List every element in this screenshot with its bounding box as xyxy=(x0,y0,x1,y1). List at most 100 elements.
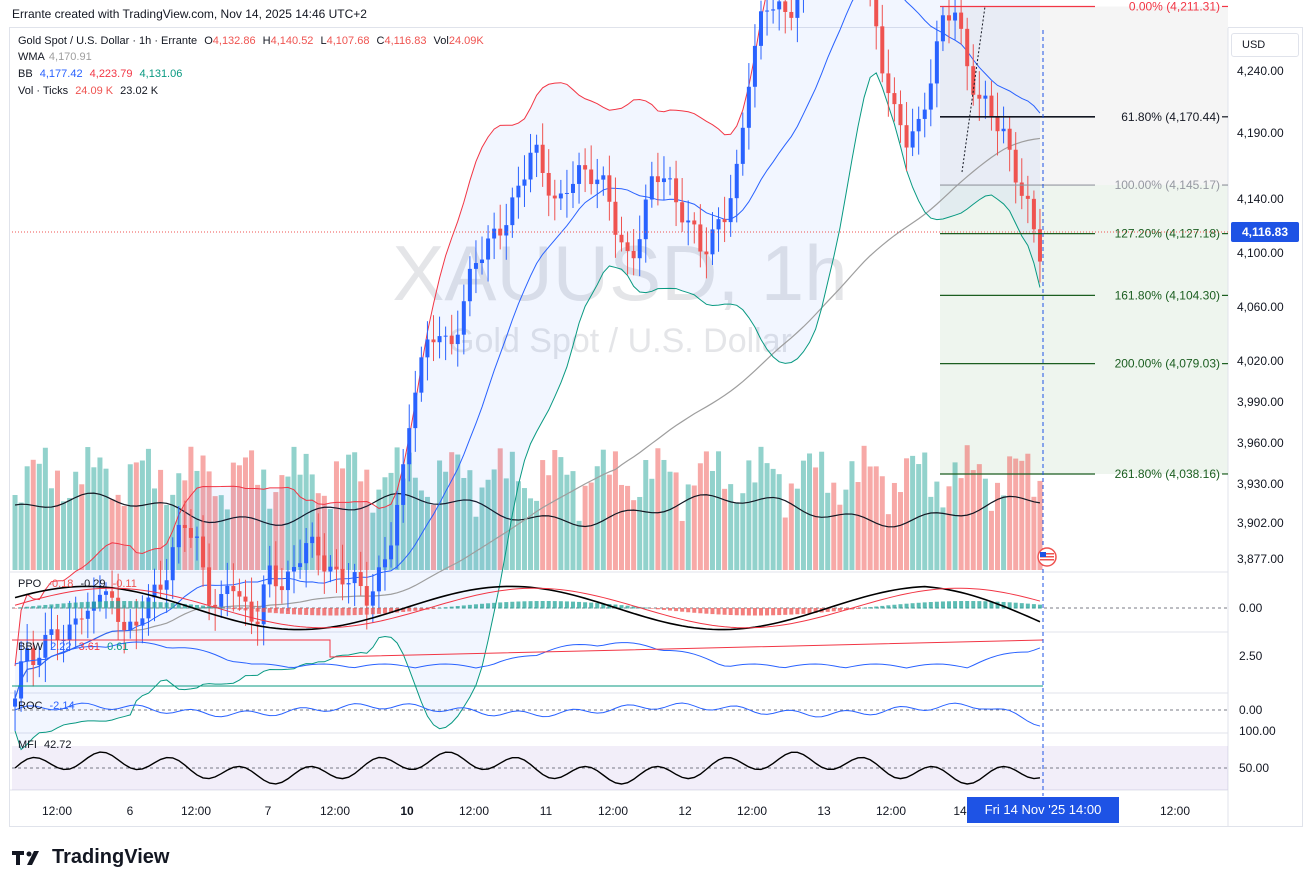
volume-bar xyxy=(73,471,79,570)
volume-bar xyxy=(879,476,885,570)
volume-bar xyxy=(418,490,424,570)
wma-label: WMA xyxy=(18,51,45,63)
candle-body xyxy=(789,11,794,18)
ppo-hist-bar xyxy=(237,608,242,610)
us-flag-icon[interactable] xyxy=(1035,547,1059,567)
roc-line xyxy=(14,702,1041,727)
time-axis[interactable]: 12:00 6 12:00 7 12:00 10 12:00 11 12:00 12 12:00 13… xyxy=(42,804,1190,818)
ppo-hist-bar xyxy=(128,601,133,609)
ppo-hist-bar xyxy=(643,607,648,609)
volume-bar xyxy=(606,474,612,570)
candle-body xyxy=(516,185,521,198)
candle-body xyxy=(140,618,145,626)
volume-bar xyxy=(758,446,764,570)
volume-bar xyxy=(261,469,267,570)
candle-body xyxy=(364,586,369,606)
volume-bar xyxy=(424,496,430,570)
ppo-hist-bar xyxy=(334,608,339,616)
candle-body xyxy=(376,567,381,592)
candle-body xyxy=(577,165,582,184)
ppo-hist-bar xyxy=(358,608,363,615)
candle-body xyxy=(334,566,339,569)
volume-bar xyxy=(188,446,194,570)
time-tick: 12:00 xyxy=(1160,804,1190,818)
candle-body xyxy=(182,524,187,529)
currency-button[interactable]: USD xyxy=(1231,33,1299,57)
ppo-hist-bar xyxy=(37,605,42,609)
fib-levels[interactable]: 0.00% (4,211.31) 61.80% (4,170.44) 100.00%… xyxy=(940,0,1228,481)
ppo-hist-bar xyxy=(540,601,545,609)
ppo-hist-bar xyxy=(940,601,945,609)
candle-body xyxy=(346,583,351,585)
ppo-hist-bar xyxy=(43,604,48,609)
tradingview-logo[interactable]: TradingView xyxy=(12,846,169,869)
candle-body xyxy=(995,116,1000,132)
bb-basis-line xyxy=(14,0,1041,699)
candle-body xyxy=(601,175,606,180)
candle-body xyxy=(298,563,303,568)
volume-bar xyxy=(685,484,691,570)
volume-bar xyxy=(515,481,521,570)
price-tick: 3,960.00 xyxy=(1237,436,1284,450)
volume-bar xyxy=(473,516,479,570)
candle-body xyxy=(152,584,157,598)
time-tick: 12:00 xyxy=(876,804,906,818)
volume-bar xyxy=(224,509,230,570)
time-tick: 11 xyxy=(540,804,553,818)
candle-body xyxy=(589,169,594,185)
candle-body xyxy=(740,127,745,164)
candle-body xyxy=(79,618,84,620)
volume-bar xyxy=(121,505,127,570)
ppo-hist-bar xyxy=(407,608,412,612)
candle-body xyxy=(370,591,375,606)
volume-bar xyxy=(734,502,740,570)
ppo-hist-bar xyxy=(292,608,297,615)
roc-label: ROC xyxy=(18,700,43,712)
volume-bar xyxy=(42,447,48,570)
volume-bar xyxy=(1001,495,1007,570)
ppo-hist-bar xyxy=(801,608,806,614)
volume-bar xyxy=(145,448,151,570)
candle-body xyxy=(953,12,958,21)
candle-body xyxy=(595,179,600,185)
mfi-v1: 42.72 xyxy=(44,739,72,751)
candle-body xyxy=(546,172,551,196)
candle-body xyxy=(104,591,109,595)
ppo-hist-bar xyxy=(1019,603,1024,609)
volume-bar xyxy=(133,462,139,570)
candle-body xyxy=(607,175,612,202)
bbw-v3: 0.61 xyxy=(107,641,129,653)
volume-bar xyxy=(479,487,485,570)
time-tick: 12:00 xyxy=(598,804,628,818)
price-tick: 4,240.00 xyxy=(1237,64,1284,78)
main-legend: Gold Spot / U.S. Dollar · 1h · Errante O… xyxy=(18,35,488,47)
ppo-hist-bar xyxy=(279,608,284,614)
candle-body xyxy=(431,339,436,343)
time-tick: 12:00 xyxy=(320,804,350,818)
volume-bar xyxy=(722,488,728,570)
volume-bar xyxy=(988,510,994,570)
ppo-hist-bar xyxy=(364,608,369,615)
crosshair-date-label: Fri 14 Nov '25 14:00 xyxy=(967,797,1119,823)
volume-bar xyxy=(91,467,97,570)
candle-body xyxy=(419,357,424,393)
volume-bar xyxy=(127,464,133,570)
volume-bar xyxy=(576,520,582,570)
volume-bar xyxy=(267,508,273,570)
volume-bar xyxy=(837,504,843,570)
candle-body xyxy=(328,566,333,572)
volume-bar xyxy=(255,484,261,570)
legend-vol: 24.09K xyxy=(448,35,484,47)
ppo-hist-bar xyxy=(231,608,236,610)
volume-bar xyxy=(528,498,534,570)
price-axis[interactable]: 4,240.00 4,190.00 4,140.00 4,100.00 4,060.00… xyxy=(1237,64,1284,775)
volume-ma-line xyxy=(14,492,1041,528)
candle-body xyxy=(940,15,945,42)
price-tick: 3,930.00 xyxy=(1237,477,1284,491)
ppo-hist-bar xyxy=(765,608,770,616)
time-tick: 14 xyxy=(953,804,967,818)
ppo-hist-bar xyxy=(1001,601,1006,609)
candle-body xyxy=(1019,182,1024,196)
ppo-hist-bar xyxy=(825,608,830,612)
